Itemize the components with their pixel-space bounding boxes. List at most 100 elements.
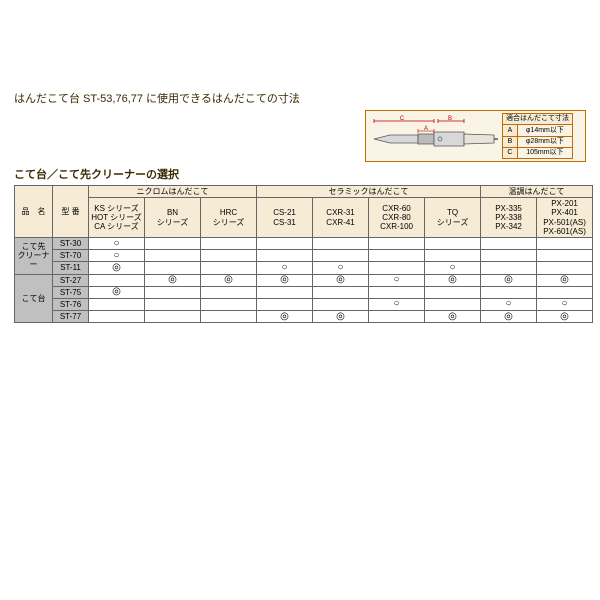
mark-cell [145, 250, 201, 262]
group-temp: 温調はんだこて [481, 186, 593, 198]
iron-diagram: C B A [368, 113, 498, 159]
series-header: CXR-60CXR-80CXR-100 [369, 198, 425, 238]
mark-cell: ○ [537, 298, 593, 310]
mark-cell [145, 237, 201, 249]
mark-cell [425, 286, 481, 298]
model-cell: ST-77 [53, 311, 89, 323]
series-header: BNシリーズ [145, 198, 201, 238]
mark-cell: ◎ [537, 311, 593, 323]
mark-cell [313, 286, 369, 298]
mark-cell: ◎ [145, 274, 201, 286]
dim-c-label: C [400, 116, 405, 122]
mark-cell: ◎ [257, 311, 313, 323]
model-cell: ST-75 [53, 286, 89, 298]
mark-cell [369, 250, 425, 262]
col-model: 型 番 [53, 186, 89, 238]
mark-cell [425, 298, 481, 310]
spec-key: B [503, 136, 518, 147]
mark-cell: ◎ [257, 274, 313, 286]
mark-cell [257, 237, 313, 249]
compatibility-table: 品 名 型 番 ニクロムはんだこて セラミックはんだこて 温調はんだこて KS … [14, 185, 593, 323]
mark-cell [201, 298, 257, 310]
spec-val: φ14mm以下 [517, 125, 572, 136]
mark-cell: ◎ [313, 311, 369, 323]
mark-cell [369, 286, 425, 298]
mark-cell: ◎ [481, 311, 537, 323]
row-category: こて台 [15, 274, 53, 323]
page-heading: はんだこて台 ST-53,76,77 に使用できるはんだこての寸法 [14, 90, 586, 106]
mark-cell [145, 286, 201, 298]
mark-cell [89, 311, 145, 323]
mark-cell [313, 298, 369, 310]
mark-cell: ○ [369, 298, 425, 310]
mark-cell: ○ [425, 262, 481, 274]
spec-table: 適合はんだこて寸法 Aφ14mm以下 Bφ28mm以下 C105mm以下 [502, 113, 573, 159]
mark-cell: ◎ [201, 274, 257, 286]
mark-cell: ○ [313, 262, 369, 274]
mark-cell [481, 250, 537, 262]
mark-cell [201, 250, 257, 262]
group-nichrome: ニクロムはんだこて [89, 186, 257, 198]
mark-cell [537, 286, 593, 298]
mark-cell: ○ [89, 250, 145, 262]
dim-b-label: B [448, 116, 452, 122]
mark-cell [369, 311, 425, 323]
mark-cell [537, 262, 593, 274]
model-cell: ST-30 [53, 237, 89, 249]
row-category: こて先クリーナー [15, 237, 53, 274]
mark-cell [145, 262, 201, 274]
mark-cell [201, 237, 257, 249]
mark-cell [145, 311, 201, 323]
mark-cell [481, 262, 537, 274]
mark-cell [257, 298, 313, 310]
mark-cell: ◎ [425, 274, 481, 286]
mark-cell: ○ [257, 262, 313, 274]
model-cell: ST-70 [53, 250, 89, 262]
series-header: KS シリーズHOT シリーズCA シリーズ [89, 198, 145, 238]
spec-key: C [503, 147, 518, 158]
mark-cell [481, 286, 537, 298]
spec-header: 適合はんだこて寸法 [503, 114, 573, 125]
diagram-box: C B A 適合はんだこて寸法 [365, 110, 586, 162]
spec-key: A [503, 125, 518, 136]
col-name: 品 名 [15, 186, 53, 238]
spec-val: 105mm以下 [517, 147, 572, 158]
mark-cell: ○ [89, 237, 145, 249]
series-header: CS-21CS-31 [257, 198, 313, 238]
mark-cell [369, 237, 425, 249]
mark-cell [201, 311, 257, 323]
mark-cell: ◎ [425, 311, 481, 323]
mark-cell: ◎ [89, 286, 145, 298]
mark-cell: ◎ [481, 274, 537, 286]
mark-cell [537, 250, 593, 262]
mark-cell [89, 274, 145, 286]
section-subtitle: こて台／こて先クリーナーの選択 [14, 166, 586, 182]
mark-cell: ◎ [313, 274, 369, 286]
series-header: TQシリーズ [425, 198, 481, 238]
series-header: CXR-31CXR-41 [313, 198, 369, 238]
mark-cell [201, 262, 257, 274]
group-ceramic: セラミックはんだこて [257, 186, 481, 198]
mark-cell [89, 298, 145, 310]
mark-cell [313, 237, 369, 249]
model-cell: ST-27 [53, 274, 89, 286]
mark-cell [369, 262, 425, 274]
mark-cell [201, 286, 257, 298]
spec-val: φ28mm以下 [517, 136, 572, 147]
mark-cell [257, 286, 313, 298]
series-header: PX-201PX-401PX-501(AS)PX-601(AS) [537, 198, 593, 238]
mark-cell [145, 298, 201, 310]
mark-cell [257, 250, 313, 262]
series-header: PX-335PX-338PX-342 [481, 198, 537, 238]
model-cell: ST-11 [53, 262, 89, 274]
model-cell: ST-76 [53, 298, 89, 310]
mark-cell [481, 237, 537, 249]
mark-cell: ◎ [89, 262, 145, 274]
series-header: HRCシリーズ [201, 198, 257, 238]
mark-cell [313, 250, 369, 262]
mark-cell: ○ [481, 298, 537, 310]
mark-cell [425, 250, 481, 262]
mark-cell: ◎ [537, 274, 593, 286]
mark-cell: ○ [369, 274, 425, 286]
mark-cell [537, 237, 593, 249]
